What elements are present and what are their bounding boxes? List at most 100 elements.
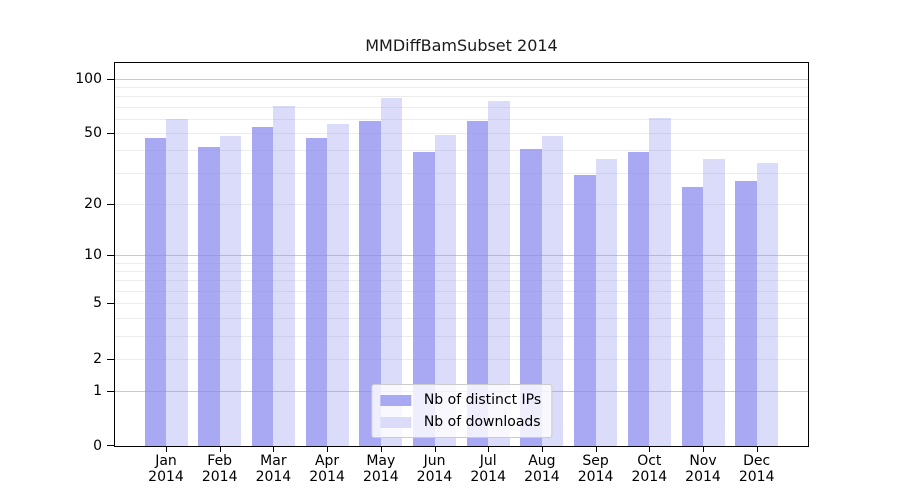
x-tick-mark-aug xyxy=(541,446,543,452)
x-tick-mark-jul xyxy=(488,446,490,452)
x-tick-label-feb: Feb 2014 xyxy=(188,453,252,485)
bar-downloads-mar xyxy=(273,105,295,446)
y-tick-label-100: 100 xyxy=(75,70,102,87)
x-tick-mark-sep xyxy=(595,446,597,452)
y-tick-mark-20 xyxy=(107,203,114,205)
gridline-minor-7 xyxy=(115,280,808,282)
bar-distinct-ips-jan xyxy=(144,137,166,446)
x-tick-month-jul: Jul xyxy=(479,453,497,469)
legend-swatch-distinct-ips xyxy=(379,394,411,406)
legend-swatch-downloads xyxy=(379,416,411,428)
x-tick-month-mar: Mar xyxy=(260,453,287,469)
x-tick-label-jan: Jan 2014 xyxy=(134,453,198,485)
x-tick-label-aug: Aug 2014 xyxy=(510,453,574,485)
x-tick-month-feb: Feb xyxy=(207,453,233,469)
x-tick-label-oct: Oct 2014 xyxy=(617,453,681,485)
x-tick-month-dec: Dec xyxy=(743,453,771,469)
x-tick-year-jul: 2014 xyxy=(470,469,506,485)
x-tick-mark-may xyxy=(380,446,382,452)
gridline-minor-5 xyxy=(115,303,808,305)
y-tick-label-10: 10 xyxy=(84,247,102,264)
x-tick-year-aug: 2014 xyxy=(524,469,560,485)
bar-downloads-aug xyxy=(541,136,564,446)
bar-distinct-ips-mar xyxy=(251,127,274,446)
gridline-minor-40 xyxy=(115,150,808,152)
y-tick-label-5: 5 xyxy=(93,295,102,312)
x-tick-year-nov: 2014 xyxy=(685,469,721,485)
bar-downloads-nov xyxy=(703,158,725,446)
y-tick-label-0: 0 xyxy=(93,438,102,454)
bar-distinct-ips-may xyxy=(359,121,381,446)
x-tick-year-sep: 2014 xyxy=(577,469,614,485)
x-tick-year-dec: 2014 xyxy=(738,469,775,485)
x-tick-month-apr: Apr xyxy=(314,453,340,469)
gridline-minor-9 xyxy=(115,262,808,264)
x-tick-month-jun: Jun xyxy=(423,453,446,469)
x-tick-mark-apr xyxy=(327,446,329,452)
x-tick-label-nov: Nov 2014 xyxy=(671,453,735,485)
x-tick-label-mar: Mar 2014 xyxy=(241,453,305,485)
x-tick-mark-mar xyxy=(273,446,275,452)
legend-label-downloads: Nb of downloads xyxy=(423,414,541,430)
x-tick-year-feb: 2014 xyxy=(201,469,238,485)
x-tick-mark-jan xyxy=(166,446,167,452)
bar-downloads-jun xyxy=(434,134,456,446)
bar-distinct-ips-sep xyxy=(574,175,596,446)
x-tick-mark-oct xyxy=(649,446,651,452)
x-tick-month-may: May xyxy=(366,453,396,469)
x-tick-year-oct: 2014 xyxy=(631,469,668,485)
y-tick-mark-1 xyxy=(107,390,114,392)
x-tick-year-may: 2014 xyxy=(362,469,399,485)
gridline-minor-20 xyxy=(115,203,808,205)
x-tick-month-nov: Nov xyxy=(689,453,717,469)
bar-downloads-dec xyxy=(756,163,779,446)
legend: Nb of distinct IPs Nb of downloads xyxy=(370,384,553,438)
gridline-major-100 xyxy=(115,78,808,80)
bar-downloads-sep xyxy=(595,158,618,446)
x-tick-label-jun: Jun 2014 xyxy=(403,453,467,485)
bar-downloads-apr xyxy=(327,124,349,446)
y-tick-mark-50 xyxy=(107,133,114,135)
gridline-minor-60 xyxy=(115,118,808,120)
bar-distinct-ips-nov xyxy=(681,186,703,446)
bar-downloads-oct xyxy=(649,117,671,446)
gridline-minor-80 xyxy=(115,96,808,98)
legend-label-distinct-ips: Nb of distinct IPs xyxy=(423,392,542,408)
x-tick-month-aug: Aug xyxy=(528,453,556,469)
x-tick-label-may: May 2014 xyxy=(349,453,413,485)
legend-item-distinct-ips: Nb of distinct IPs xyxy=(379,392,542,408)
gridline-minor-3 xyxy=(115,335,808,337)
x-tick-label-jul: Jul 2014 xyxy=(456,453,520,485)
bar-downloads-jul xyxy=(488,101,510,446)
x-tick-year-jun: 2014 xyxy=(416,469,453,485)
plot-area: Nb of distinct IPs Nb of downloads xyxy=(114,62,809,447)
bar-downloads-feb xyxy=(219,136,242,446)
y-tick-mark-100 xyxy=(107,78,114,80)
x-tick-month-sep: Sep xyxy=(582,453,609,469)
y-tick-mark-5 xyxy=(107,303,114,305)
x-tick-label-dec: Dec 2014 xyxy=(725,453,789,485)
x-tick-mark-feb xyxy=(219,446,221,452)
x-tick-month-jan: Jan xyxy=(155,453,177,469)
bars-layer xyxy=(115,63,808,446)
bar-distinct-ips-oct xyxy=(627,152,650,446)
x-tick-label-sep: Sep 2014 xyxy=(564,453,628,485)
x-tick-mark-dec xyxy=(756,446,758,452)
bar-distinct-ips-feb xyxy=(198,146,220,446)
bar-distinct-ips-apr xyxy=(305,137,328,446)
legend-item-downloads: Nb of downloads xyxy=(379,414,541,430)
bar-downloads-may xyxy=(380,98,403,446)
y-tick-label-1: 1 xyxy=(93,382,102,399)
x-tick-year-jan: 2014 xyxy=(148,469,184,485)
bar-distinct-ips-jun xyxy=(413,152,435,446)
bar-distinct-ips-dec xyxy=(735,180,757,446)
bar-distinct-ips-jul xyxy=(466,121,489,446)
y-tick-label-2: 2 xyxy=(93,350,102,367)
x-tick-month-oct: Oct xyxy=(637,453,662,469)
gridline-minor-6 xyxy=(115,291,808,293)
y-tick-mark-2 xyxy=(107,358,114,360)
gridline-minor-4 xyxy=(115,317,808,319)
x-tick-label-apr: Apr 2014 xyxy=(295,453,359,485)
gridline-minor-2 xyxy=(115,358,808,360)
